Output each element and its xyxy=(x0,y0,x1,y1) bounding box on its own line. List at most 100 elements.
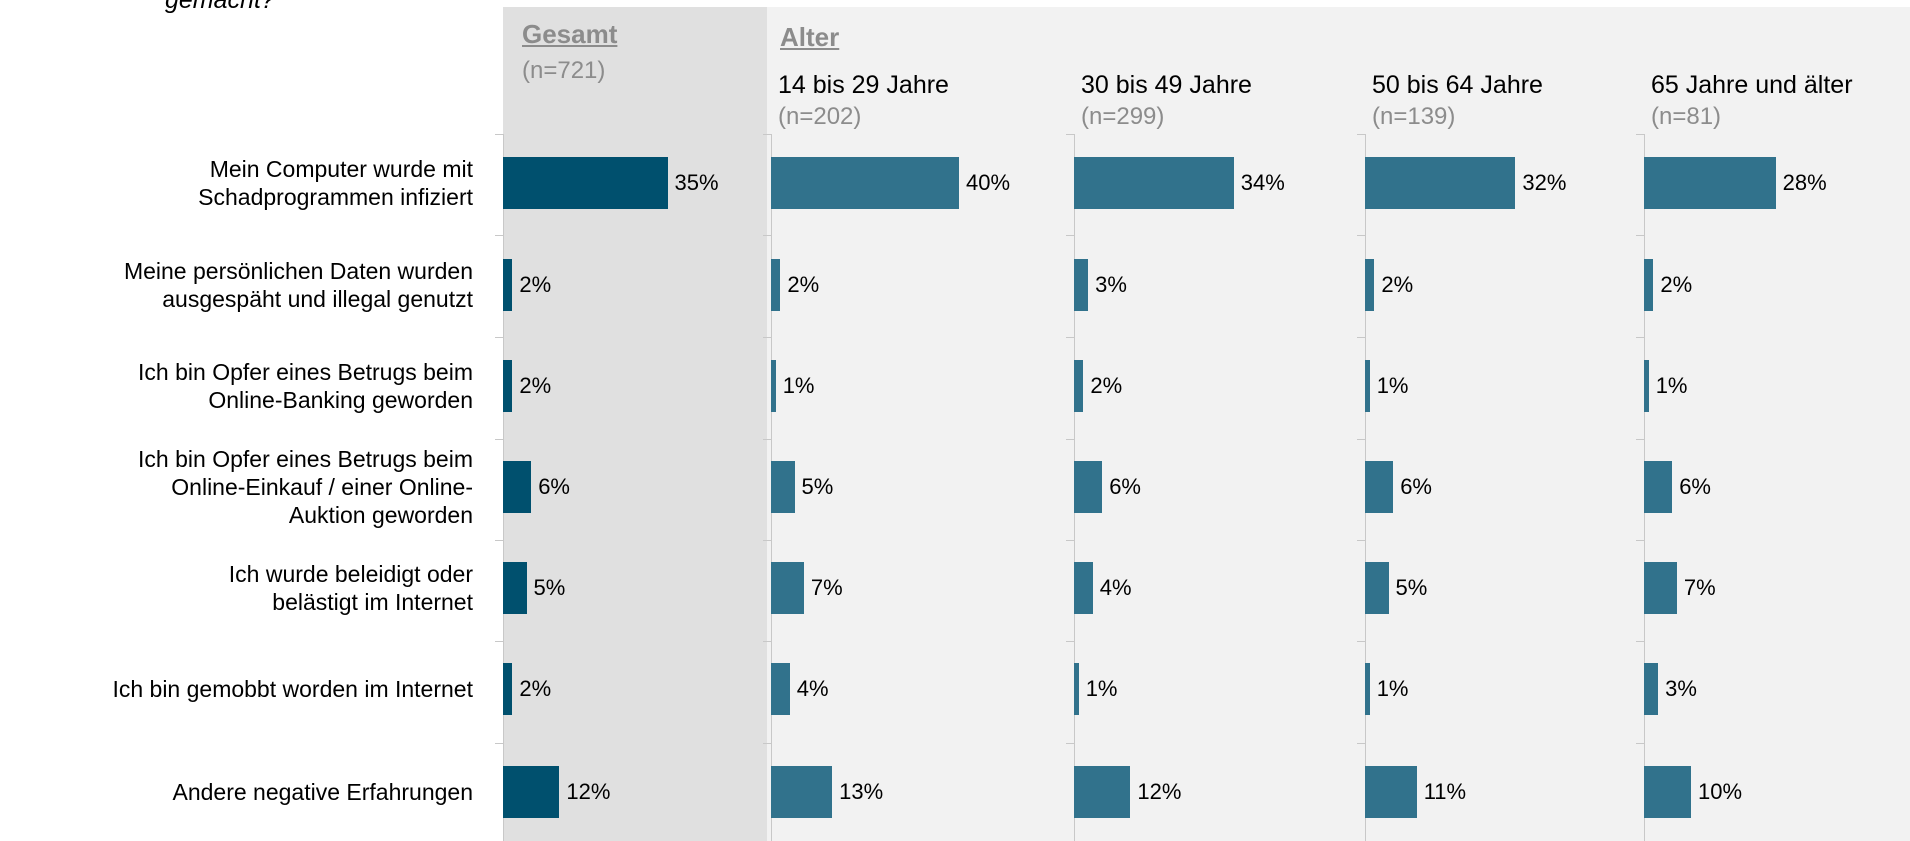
series-name: 50 bis 64 Jahre xyxy=(1372,71,1543,99)
value-label: 12% xyxy=(1137,779,1182,804)
total-panel-bg xyxy=(503,7,767,841)
bar xyxy=(771,663,790,715)
value-label: 1% xyxy=(1085,676,1118,701)
axis-tick xyxy=(1066,439,1074,440)
bar xyxy=(503,562,527,614)
axis-tick xyxy=(763,743,771,744)
category-label: Meine persönlichen Daten wurden ausgespä… xyxy=(123,258,473,312)
bar xyxy=(503,663,513,715)
value-label: 6% xyxy=(1109,474,1141,499)
axis-tick xyxy=(1357,540,1365,541)
value-label: 34% xyxy=(1240,170,1285,195)
bar xyxy=(503,259,513,311)
axis-tick xyxy=(495,337,503,338)
axis-tick xyxy=(1636,235,1644,236)
axis-tick xyxy=(1066,743,1074,744)
sample-size: (n=721) xyxy=(522,57,606,84)
bar xyxy=(1644,562,1677,614)
bar xyxy=(1365,766,1417,818)
axis-tick xyxy=(763,540,771,541)
axis-tick xyxy=(1357,439,1365,440)
bar xyxy=(1365,562,1389,614)
bar xyxy=(1644,157,1776,209)
bar xyxy=(1074,766,1131,818)
axis-tick xyxy=(1357,641,1365,642)
axis-tick xyxy=(1636,439,1644,440)
value-label: 4% xyxy=(1099,575,1132,600)
value-label: 2% xyxy=(1090,373,1123,398)
bar xyxy=(1644,766,1691,818)
value-label: 2% xyxy=(787,272,820,297)
bar xyxy=(1365,461,1394,513)
bar xyxy=(1365,259,1375,311)
axis-tick xyxy=(1066,337,1074,338)
series-name: Gesamt xyxy=(522,19,618,49)
axis-tick xyxy=(1066,235,1074,236)
sample-size: (n=139) xyxy=(1372,103,1456,130)
axis-tick xyxy=(1066,540,1074,541)
value-label: 4% xyxy=(796,676,829,701)
value-label: 32% xyxy=(1522,170,1567,195)
bar xyxy=(1074,259,1089,311)
value-label: 35% xyxy=(674,170,719,195)
axis-tick xyxy=(763,439,771,440)
bar xyxy=(1365,157,1516,209)
axis-tick xyxy=(1357,337,1365,338)
sample-size: (n=202) xyxy=(778,103,862,130)
axis-tick xyxy=(1357,134,1365,135)
axis-tick xyxy=(495,235,503,236)
group-label: Alter xyxy=(780,22,840,52)
value-label: 3% xyxy=(1095,272,1127,297)
axis-tick xyxy=(763,641,771,642)
category-label: Andere negative Erfahrungen xyxy=(172,779,474,805)
value-label: 6% xyxy=(1679,474,1711,499)
bar xyxy=(503,157,668,209)
bar xyxy=(771,766,833,818)
axis-tick xyxy=(1636,743,1644,744)
sample-size: (n=299) xyxy=(1081,103,1165,130)
value-label: 11% xyxy=(1423,779,1467,804)
bar xyxy=(503,766,560,818)
series-name: 30 bis 49 Jahre xyxy=(1081,71,1252,99)
bar xyxy=(1644,461,1673,513)
axis-tick xyxy=(1636,134,1644,135)
axis-tick xyxy=(1357,235,1365,236)
bar xyxy=(1644,259,1654,311)
category-label: Ich bin Opfer eines Betrugs beim Online-… xyxy=(138,446,473,528)
axis-tick xyxy=(763,235,771,236)
bar xyxy=(1644,663,1659,715)
category-label: Ich wurde beleidigt oder belästigt im In… xyxy=(228,561,473,615)
bar xyxy=(1644,360,1649,412)
axis-tick xyxy=(1066,641,1074,642)
bar xyxy=(1074,360,1084,412)
axis-tick xyxy=(763,337,771,338)
axis-tick xyxy=(495,134,503,135)
axis-tick xyxy=(495,540,503,541)
value-label: 6% xyxy=(1400,474,1432,499)
bar xyxy=(1074,663,1079,715)
category-label: Ich bin Opfer eines Betrugs beim Online-… xyxy=(138,359,473,413)
value-label: 2% xyxy=(1381,272,1414,297)
bar xyxy=(1074,157,1234,209)
axis-tick xyxy=(495,439,503,440)
bar xyxy=(771,562,804,614)
axis-tick xyxy=(1636,641,1644,642)
category-label: Mein Computer wurde mit Schadprogrammen … xyxy=(198,156,473,210)
sample-size: (n=81) xyxy=(1651,103,1722,130)
value-label: 2% xyxy=(519,373,552,398)
axis-tick xyxy=(1636,540,1644,541)
series-name: 65 Jahre und älter xyxy=(1651,71,1853,99)
value-label: 7% xyxy=(1683,575,1716,600)
value-label: 1% xyxy=(782,373,815,398)
bar xyxy=(1074,461,1103,513)
axis-tick xyxy=(763,134,771,135)
bar xyxy=(503,461,532,513)
series-name: 14 bis 29 Jahre xyxy=(778,71,949,99)
axis-tick xyxy=(495,641,503,642)
value-label: 2% xyxy=(1660,272,1693,297)
value-label: 1% xyxy=(1655,373,1688,398)
age-panel-bg xyxy=(767,7,1910,841)
value-label: 3% xyxy=(1665,676,1697,701)
title: gemacht? xyxy=(165,0,275,14)
